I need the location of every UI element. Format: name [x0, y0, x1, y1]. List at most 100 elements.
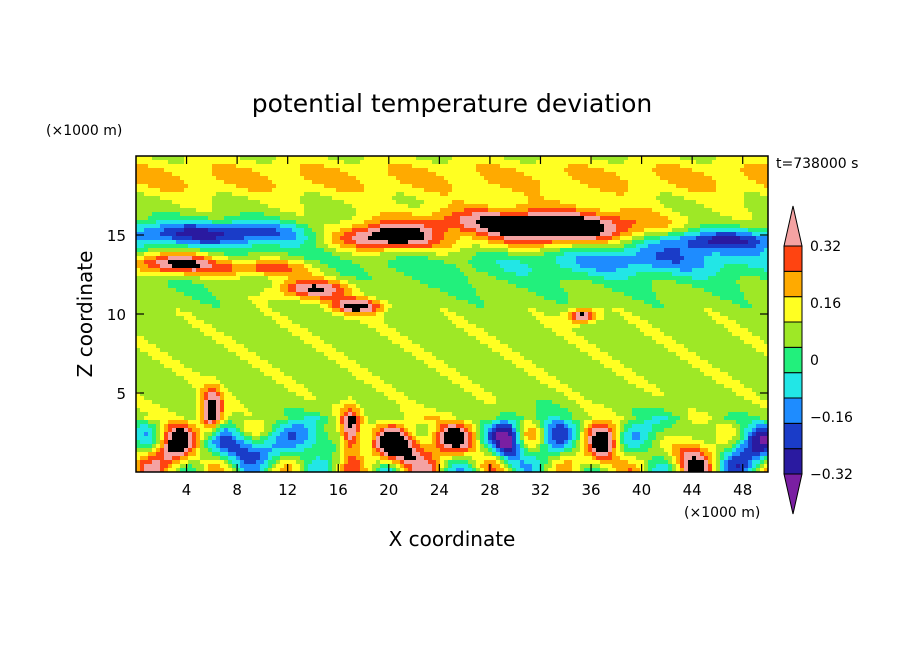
field-cell	[400, 236, 405, 241]
field-cell	[420, 264, 425, 269]
field-cell	[344, 164, 349, 169]
field-cell	[380, 228, 385, 233]
field-cell	[468, 252, 473, 257]
field-cell	[564, 228, 569, 233]
field-cell	[592, 244, 597, 249]
field-cell	[208, 276, 213, 281]
field-cell	[548, 264, 553, 269]
field-cell	[652, 272, 657, 277]
field-cell	[296, 240, 301, 245]
field-cell	[252, 208, 257, 213]
field-cell	[724, 184, 729, 189]
field-cell	[172, 176, 177, 181]
field-cell	[608, 216, 613, 221]
field-cell	[308, 216, 313, 221]
field-cell	[604, 188, 609, 193]
field-cell	[264, 240, 269, 245]
field-cell	[348, 216, 353, 221]
field-cell	[156, 260, 161, 265]
field-cell	[736, 196, 741, 201]
field-cell	[188, 200, 193, 205]
field-cell	[136, 220, 141, 225]
field-cell	[164, 272, 169, 277]
field-cell	[528, 208, 533, 213]
field-cell	[364, 240, 369, 245]
field-cell	[668, 252, 673, 257]
field-cell	[172, 196, 177, 201]
field-cell	[648, 264, 653, 269]
field-cell	[708, 228, 713, 233]
field-cell	[616, 168, 621, 173]
field-cell	[196, 176, 201, 181]
field-cell	[604, 156, 609, 161]
field-cell	[560, 216, 565, 221]
field-cell	[696, 272, 701, 277]
field-cell	[408, 220, 413, 225]
field-cell	[280, 156, 285, 161]
field-cell	[392, 240, 397, 245]
field-cell	[624, 180, 629, 185]
field-cell	[300, 268, 305, 273]
field-cell	[480, 252, 485, 257]
field-cell	[232, 236, 237, 241]
field-cell	[708, 240, 713, 245]
field-cell	[292, 184, 297, 189]
field-cell	[252, 160, 257, 165]
field-cell	[736, 164, 741, 169]
field-cell	[720, 208, 725, 213]
field-cell	[400, 268, 405, 273]
field-cell	[260, 232, 265, 237]
field-cell	[272, 220, 277, 225]
field-cell	[608, 264, 613, 269]
field-cell	[400, 164, 405, 169]
field-cell	[320, 212, 325, 217]
field-cell	[696, 172, 701, 177]
field-cell	[672, 164, 677, 169]
field-cell	[740, 216, 745, 221]
field-cell	[560, 236, 565, 241]
field-cell	[328, 264, 333, 269]
field-cell	[404, 188, 409, 193]
field-cell	[532, 156, 537, 161]
field-cell	[480, 216, 485, 221]
field-cell	[456, 280, 461, 285]
field-cell	[140, 204, 145, 209]
field-cell	[212, 272, 217, 277]
field-cell	[240, 224, 245, 229]
field-cell	[504, 252, 509, 257]
field-cell	[220, 260, 225, 265]
field-cell	[572, 216, 577, 221]
field-cell	[560, 200, 565, 205]
field-cell	[520, 264, 525, 269]
field-cell	[336, 240, 341, 245]
field-cell	[264, 272, 269, 277]
field-cell	[192, 192, 197, 197]
field-cell	[472, 276, 477, 281]
field-cell	[220, 188, 225, 193]
field-cell	[208, 164, 213, 169]
field-cell	[648, 180, 653, 185]
field-cell	[736, 204, 741, 209]
field-cell	[520, 164, 525, 169]
field-cell	[340, 176, 345, 181]
field-cell	[524, 176, 529, 181]
field-cell	[248, 168, 253, 173]
field-cell	[248, 256, 253, 261]
field-cell	[736, 272, 741, 277]
field-cell	[600, 252, 605, 257]
field-cell	[748, 164, 753, 169]
field-cell	[380, 268, 385, 273]
field-cell	[488, 220, 493, 225]
field-cell	[428, 256, 433, 261]
field-cell	[516, 204, 521, 209]
field-cell	[740, 164, 745, 169]
field-cell	[464, 216, 469, 221]
field-cell	[488, 244, 493, 249]
field-cell	[696, 168, 701, 173]
field-cell	[416, 244, 421, 249]
field-cell	[308, 244, 313, 249]
field-cell	[348, 228, 353, 233]
field-cell	[308, 248, 313, 253]
field-cell	[364, 216, 369, 221]
field-cell	[360, 208, 365, 213]
